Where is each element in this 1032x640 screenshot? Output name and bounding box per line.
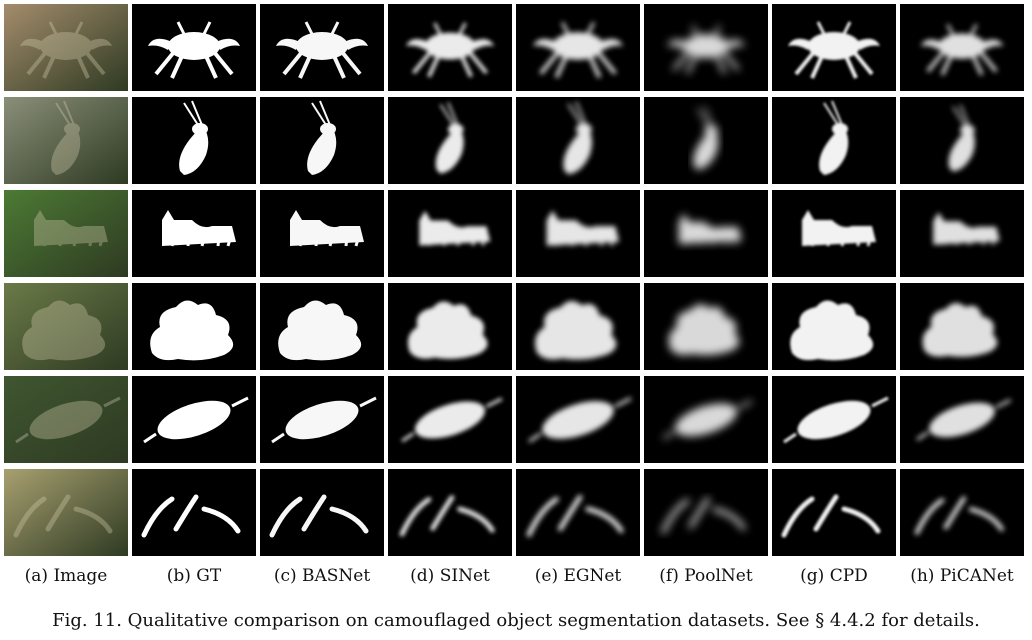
mask-poolnet-pipefish <box>644 469 768 556</box>
mask-sinet-caterpillar <box>388 376 512 463</box>
mask-gt-crab <box>132 4 256 91</box>
mask-poolnet-sea-creature <box>644 283 768 370</box>
mask-poolnet-cat <box>644 190 768 277</box>
mask-cpd-pipefish <box>772 469 896 556</box>
mask-cpd-grasshopper <box>772 97 896 184</box>
mask-egnet-pipefish <box>516 469 640 556</box>
mask-gt-grasshopper <box>132 97 256 184</box>
mask-cpd-crab <box>772 4 896 91</box>
mask-gt-caterpillar <box>132 376 256 463</box>
mask-egnet-grasshopper <box>516 97 640 184</box>
column-label-cpd: (g) CPD <box>800 566 868 586</box>
mask-sinet-pipefish <box>388 469 512 556</box>
mask-basnet-caterpillar <box>260 376 384 463</box>
mask-egnet-cat <box>516 190 640 277</box>
mask-egnet-caterpillar <box>516 376 640 463</box>
mask-basnet-grasshopper <box>260 97 384 184</box>
mask-basnet-crab <box>260 4 384 91</box>
mask-gt-sea-creature <box>132 283 256 370</box>
figure-grid <box>4 4 1028 560</box>
mask-gt-pipefish <box>132 469 256 556</box>
mask-poolnet-crab <box>644 4 768 91</box>
mask-picanet-caterpillar <box>900 376 1024 463</box>
column-label-sinet: (d) SINet <box>410 566 490 586</box>
mask-sinet-cat <box>388 190 512 277</box>
mask-poolnet-grasshopper <box>644 97 768 184</box>
mask-picanet-sea-creature <box>900 283 1024 370</box>
mask-cpd-sea-creature <box>772 283 896 370</box>
column-label-picanet: (h) PiCANet <box>910 566 1014 586</box>
column-label-basnet: (c) BASNet <box>273 566 371 586</box>
mask-picanet-crab <box>900 4 1024 91</box>
input-image-grasshopper <box>4 97 128 184</box>
mask-picanet-pipefish <box>900 469 1024 556</box>
mask-picanet-cat <box>900 190 1024 277</box>
mask-cpd-caterpillar <box>772 376 896 463</box>
input-image-cat <box>4 190 128 277</box>
mask-basnet-cat <box>260 190 384 277</box>
mask-sinet-crab <box>388 4 512 91</box>
input-image-crab <box>4 4 128 91</box>
mask-basnet-sea-creature <box>260 283 384 370</box>
mask-basnet-pipefish <box>260 469 384 556</box>
figure-caption: Fig. 11. Qualitative comparison on camou… <box>52 610 980 631</box>
input-image-caterpillar <box>4 376 128 463</box>
mask-sinet-sea-creature <box>388 283 512 370</box>
column-label-egnet: (e) EGNet <box>534 566 622 586</box>
mask-egnet-crab <box>516 4 640 91</box>
mask-sinet-grasshopper <box>388 97 512 184</box>
input-image-pipefish <box>4 469 128 556</box>
mask-cpd-cat <box>772 190 896 277</box>
mask-egnet-sea-creature <box>516 283 640 370</box>
column-label-poolnet: (f) PoolNet <box>659 566 753 586</box>
input-image-sea-creature <box>4 283 128 370</box>
column-label-image: (a) Image <box>24 566 108 586</box>
mask-picanet-grasshopper <box>900 97 1024 184</box>
mask-poolnet-caterpillar <box>644 376 768 463</box>
mask-gt-cat <box>132 190 256 277</box>
column-label-gt: (b) GT <box>166 566 222 586</box>
